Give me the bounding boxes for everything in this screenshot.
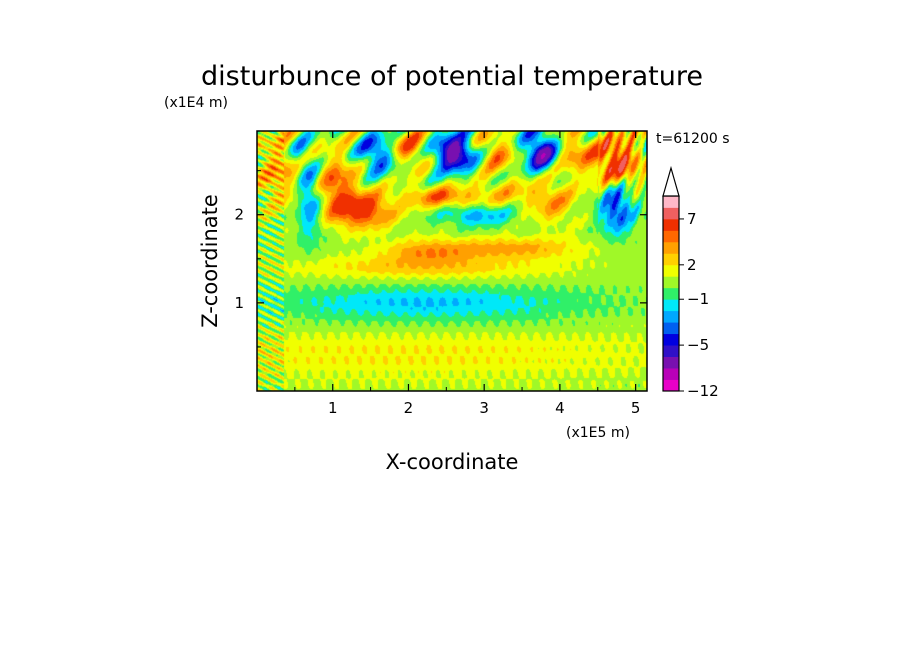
x-axis: 1 2 3 4 5 (294, 131, 641, 417)
y-scale-label: (x1E4 m) (164, 95, 228, 111)
plot-frame (256, 130, 648, 392)
colorbar-swatch (663, 379, 679, 392)
colorbar-swatch (663, 368, 679, 380)
colorbar-tick-label: 2 (687, 256, 697, 274)
x-tick-label: 2 (404, 399, 414, 417)
x-tick-label: 3 (479, 399, 489, 417)
time-label: t=61200 s (656, 131, 730, 147)
colorbar-extend-arrow (662, 165, 680, 197)
chart-title: disturbunce of potential temperature (201, 61, 703, 92)
colorbar-swatch (663, 253, 679, 266)
x-axis-label: X-coordinate (386, 450, 519, 474)
colorbar-tick-label: 7 (687, 210, 697, 228)
colorbar-swatch (663, 230, 679, 243)
temperature-field (257, 131, 647, 391)
y-axis-label: Z-coordinate (198, 194, 222, 328)
y-tick-label: 1 (234, 294, 244, 312)
colorbar-swatch (663, 333, 679, 346)
x-tick-label: 5 (631, 399, 641, 417)
plot-area (256, 130, 648, 392)
colorbar-tick-label: −1 (687, 290, 709, 308)
x-scale-label: (x1E5 m) (566, 425, 630, 441)
colorbar-swatch (663, 276, 679, 289)
colorbar-tick-label: −12 (687, 382, 719, 400)
colorbar-tick-label: −5 (687, 336, 709, 354)
colorbar: 7 2 −1 −5 −12 (662, 165, 719, 400)
y-tick-label: 2 (234, 206, 244, 224)
colorbar-swatch (663, 241, 679, 254)
colorbar-swatch (663, 356, 679, 369)
colorbar-swatch (663, 299, 679, 312)
colorbar-swatch (663, 310, 679, 323)
y-axis: 12 (234, 170, 647, 348)
x-tick-label: 4 (555, 399, 565, 417)
colorbar-swatch (663, 287, 679, 300)
colorbar-swatch (663, 207, 679, 220)
colorbar-swatch (663, 264, 679, 277)
colorbar-swatch (663, 196, 679, 208)
colorbar-swatch (663, 322, 679, 335)
colorbar-swatch (663, 218, 679, 231)
x-tick-label: 1 (328, 399, 338, 417)
chart-title-group: disturbunce of potential temperature (x1… (164, 61, 730, 147)
colorbar-swatch (663, 345, 679, 357)
